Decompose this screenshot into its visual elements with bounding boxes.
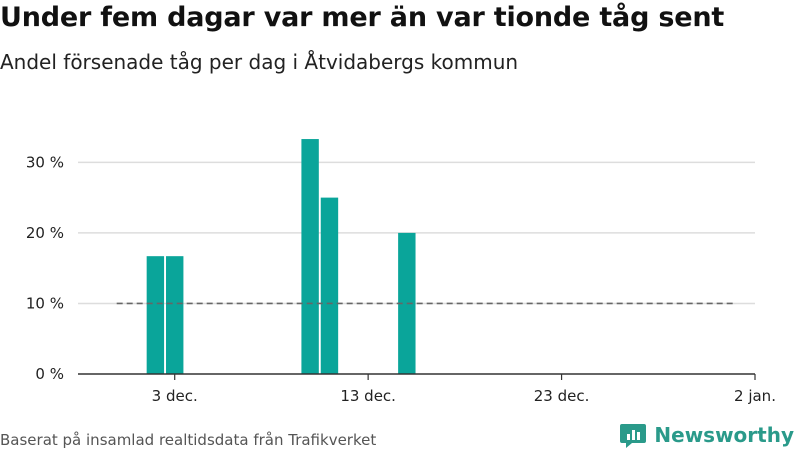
brand-name: Newsworthy [654,423,794,447]
y-tick-label: 30 % [26,153,64,171]
bar-chart: 0 % 10 % 20 % 30 % 3 dec. 13 dec. 23 dec. 2 jan… [26,139,776,405]
source-note: Baserat på insamlad realtidsdata från Tr… [0,431,377,449]
x-tick-label: 3 dec. [152,387,198,405]
axes: 0 % 10 % 20 % 30 % 3 dec. 13 dec. 23 dec. 2 jan… [26,153,776,405]
x-tick-label: 23 dec. [534,387,590,405]
y-tick-label: 20 % [26,224,64,242]
bars [146,139,416,374]
newsworthy-logo-icon [620,424,647,448]
y-tick-label: 10 % [26,294,64,312]
chart-subtitle: Andel försenade tåg per dag i Åtvidaberg… [0,50,519,74]
bar [146,256,165,374]
x-tick-label: 2 jan. [734,387,776,405]
bar [166,256,184,374]
bar [301,139,319,374]
bar [320,197,339,374]
x-tick-label: 13 dec. [340,387,396,405]
brand-logo: Newsworthy [620,420,794,450]
chart-title: Under fem dagar var mer än var tionde tå… [0,2,725,33]
y-tick-label: 0 % [35,365,64,383]
